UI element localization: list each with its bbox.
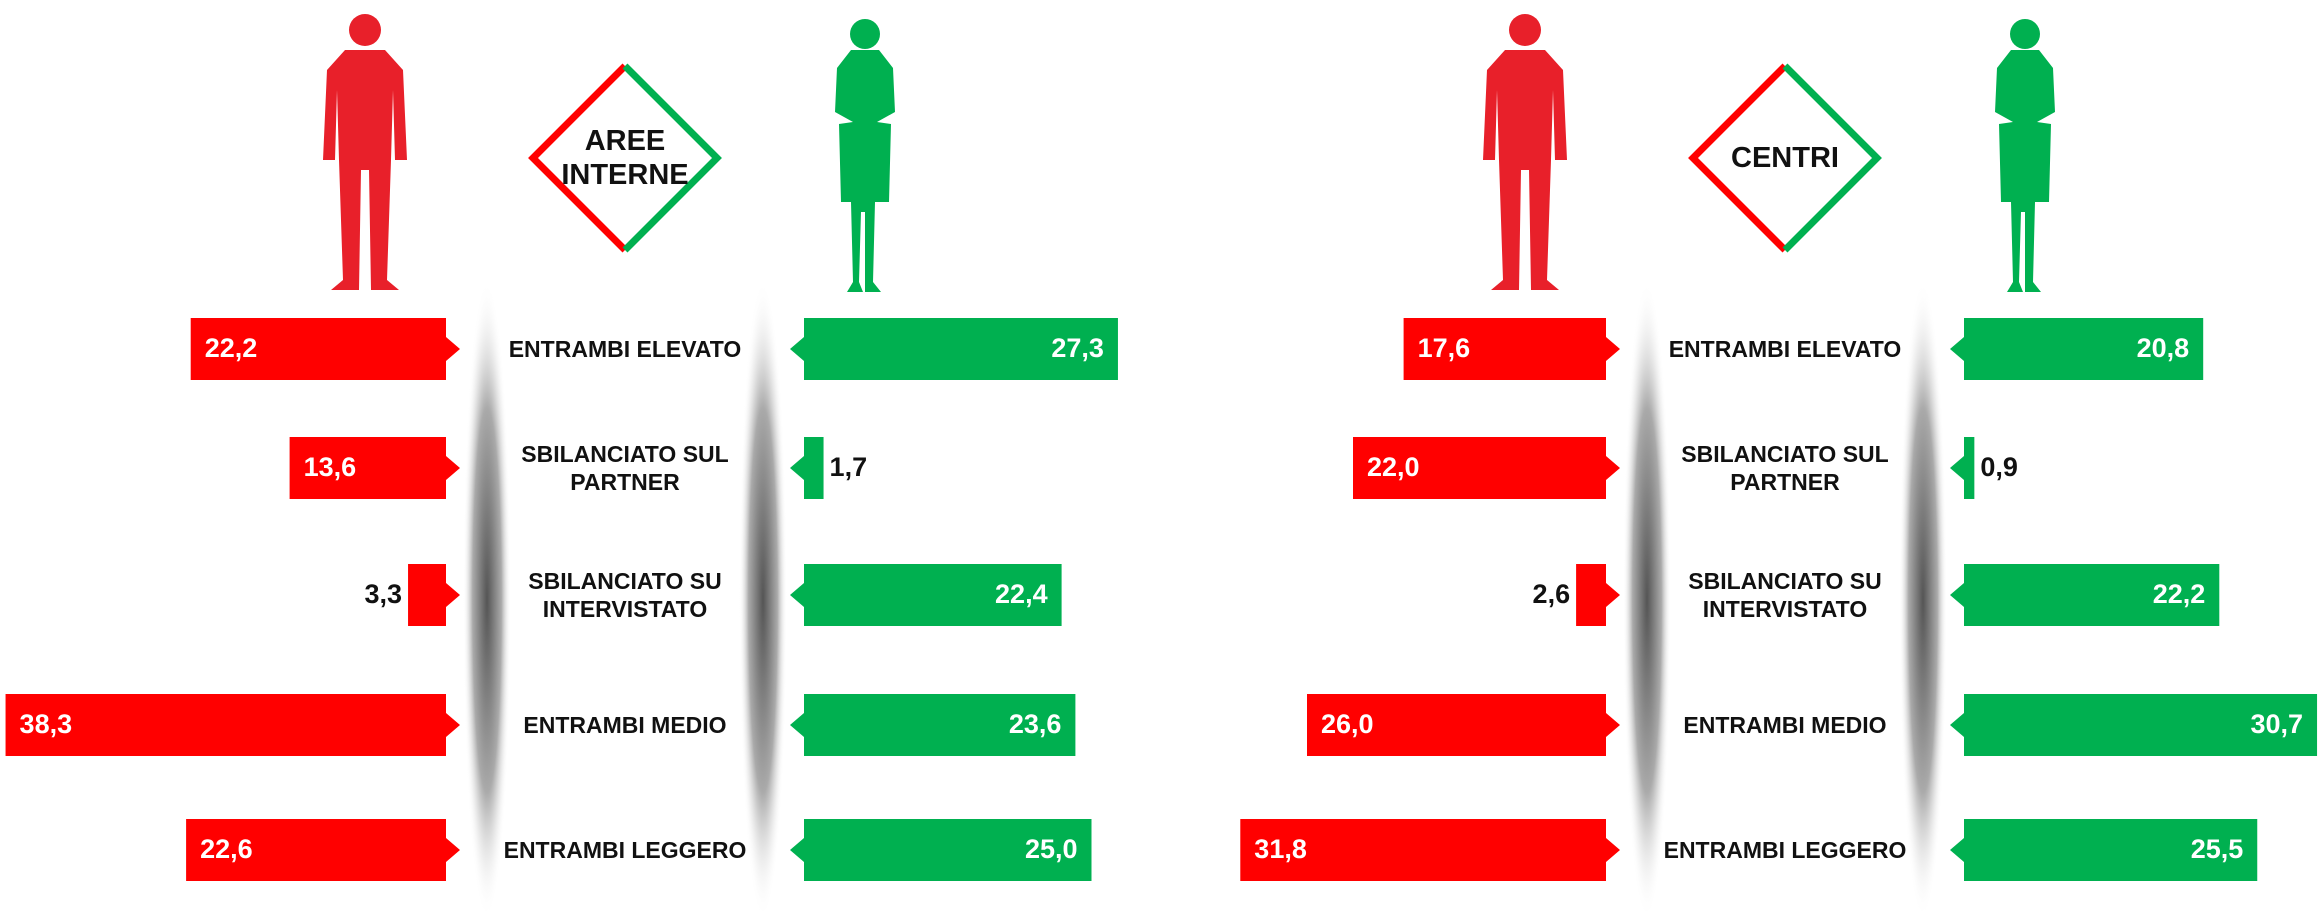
category-label: ENTRAMBI ELEVATO bbox=[1660, 335, 1910, 363]
male-bar bbox=[6, 694, 460, 756]
category-label: ENTRAMBI MEDIO bbox=[500, 711, 750, 739]
value-label: 22,2 bbox=[205, 333, 258, 363]
chart: 22,2 27,3 13,6 1,7 3,3 22,4 38,3 23,6 22,6 25,0 17… bbox=[0, 0, 2321, 911]
value-label: 0,9 bbox=[1980, 452, 2018, 482]
value-label: 22,4 bbox=[995, 579, 1048, 609]
value-label: 22,6 bbox=[200, 834, 253, 864]
panel-title: CENTRI bbox=[1700, 141, 1870, 175]
man-figure bbox=[323, 14, 407, 290]
man-figure bbox=[1483, 14, 1567, 290]
value-label: 30,7 bbox=[2250, 709, 2303, 739]
male-bar bbox=[1576, 564, 1620, 626]
female-bar bbox=[790, 437, 824, 499]
value-label: 2,6 bbox=[1533, 579, 1571, 609]
category-label: SBILANCIATO SU INTERVISTATO bbox=[500, 567, 750, 623]
infographic: 22,2 27,3 13,6 1,7 3,3 22,4 38,3 23,6 22,6 25,0 17… bbox=[0, 0, 2321, 911]
value-label: 38,3 bbox=[20, 709, 73, 739]
value-label: 27,3 bbox=[1051, 333, 1104, 363]
category-label: ENTRAMBI ELEVATO bbox=[500, 335, 750, 363]
value-label: 22,2 bbox=[2153, 579, 2206, 609]
value-label: 26,0 bbox=[1321, 709, 1374, 739]
value-label: 23,6 bbox=[1009, 709, 1062, 739]
value-label: 25,0 bbox=[1025, 834, 1078, 864]
male-bar bbox=[408, 564, 460, 626]
category-label: ENTRAMBI MEDIO bbox=[1660, 711, 1910, 739]
value-label: 31,8 bbox=[1254, 834, 1307, 864]
value-label: 25,5 bbox=[2191, 834, 2244, 864]
category-label: ENTRAMBI LEGGERO bbox=[1660, 836, 1910, 864]
value-label: 17,6 bbox=[1418, 333, 1471, 363]
value-label: 13,6 bbox=[304, 452, 357, 482]
female-bar bbox=[1950, 437, 1974, 499]
value-label: 20,8 bbox=[2137, 333, 2190, 363]
woman-figure bbox=[1995, 19, 2055, 292]
woman-figure bbox=[835, 19, 895, 292]
value-label: 3,3 bbox=[365, 579, 403, 609]
category-label: SBILANCIATO SU INTERVISTATO bbox=[1660, 567, 1910, 623]
category-label: SBILANCIATO SUL PARTNER bbox=[500, 440, 750, 496]
value-label: 1,7 bbox=[830, 452, 868, 482]
panel-title: AREE INTERNE bbox=[540, 124, 710, 192]
category-label: ENTRAMBI LEGGERO bbox=[500, 836, 750, 864]
category-label: SBILANCIATO SUL PARTNER bbox=[1660, 440, 1910, 496]
value-label: 22,0 bbox=[1367, 452, 1420, 482]
